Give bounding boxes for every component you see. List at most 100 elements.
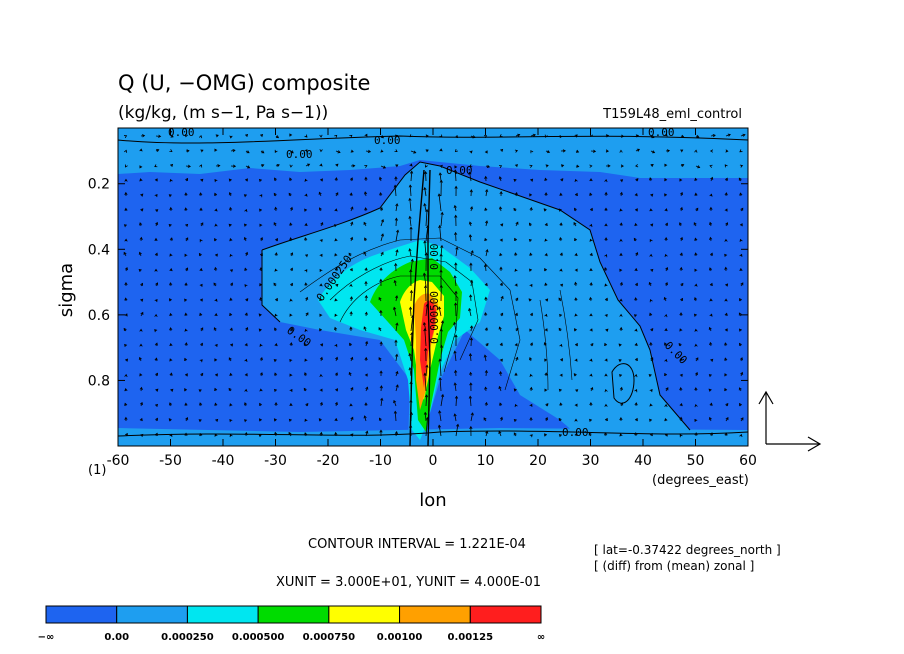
wind-vector-head [185,417,189,421]
wind-vector-head [739,164,744,168]
wind-vector-head [725,283,729,287]
wind-vector-head [574,328,577,332]
wind-vector-head [694,177,698,181]
x-tick-label: 50 [687,453,705,469]
wind-vector-head [604,358,608,362]
colorbar-swatch [469,605,542,624]
wind-vector-head [334,238,338,242]
wind-vector-head [709,164,713,168]
wind-vector-head [544,372,548,376]
wind-vector-head [246,150,250,154]
wind-vector-head [229,327,233,331]
wind-vector-head [334,298,338,302]
wind-vector-head [679,402,683,407]
wind-vector-head [529,193,533,197]
wind-vector-head [335,192,339,196]
wind-vector [454,205,457,212]
wind-vector-head [513,388,517,392]
wind-vector-head [694,387,698,391]
y-tick-label: 0.4 [88,242,110,258]
colorbar: −∞ 0.00 0.000250 0.000500 0.000750 0.00100 0.0… [38,605,545,643]
wind-vector-head [679,387,683,391]
wind-vector-head [532,133,536,137]
wind-vector-head [244,431,248,436]
wind-vector-head [694,252,698,256]
contour-interval-text: CONTOUR INTERVAL = 1.221E-04 [308,537,526,552]
wind-vector [409,307,412,317]
wind-vector-head [528,356,533,361]
wind-vector-head [423,186,427,191]
wind-vector-head [545,417,549,421]
wind-vector-head [696,134,700,138]
wind-vector-head [560,283,564,287]
wind-vector [440,345,443,362]
wind-vector-head [439,253,443,257]
wind-vector-head [335,163,339,167]
wind-vector-head [349,283,353,287]
wind-vector-head [365,340,369,345]
wind-vector-head [395,164,399,168]
wind-vector-head [337,150,341,154]
wind-vector-head [425,416,429,421]
wind-vector-head [259,343,263,347]
wind-vector-head [664,372,668,377]
wind-vector-head [619,191,623,196]
wind-vector-head [214,433,218,437]
wind-vector-head [500,223,504,227]
wind-vector-head [604,313,608,318]
wind-vector-head [484,386,488,390]
wind-vector-head [664,193,668,197]
wind-vector-head [334,134,338,138]
wind-vector-head [349,296,353,300]
wind-vector-head [350,206,354,210]
wind-vector-head [273,327,277,331]
wind-vector-head [500,148,504,152]
wind-vector-head [439,148,443,152]
wind-vector-head [453,204,457,209]
wind-vector-head [199,164,203,168]
wind-vector-head [154,237,158,241]
wind-vector-head [230,343,234,347]
wind-vector-head [393,399,397,404]
wind-vector-head [217,164,221,168]
colorbar-label: 0.00 [104,632,129,643]
wind-vector [425,304,428,317]
wind-vector-head [363,251,367,255]
x-tick-label: 60 [739,453,757,469]
wind-vector-head [185,237,189,241]
wind-vector-head [544,267,548,272]
wind-vector-head [304,222,308,227]
wind-vector-head [724,328,728,332]
wind-vector-head [244,267,248,271]
wind-vector-head [140,193,144,197]
wind-vector-head [679,266,683,271]
wind-vector-head [634,282,638,286]
wind-vector-head [230,282,234,286]
wind-vector-head [124,149,128,153]
wind-vector-head [154,432,158,436]
wind-vector-head [514,372,518,376]
wind-vector-head [454,165,458,169]
wind-vector-head [724,266,728,270]
wind-vector-head [664,163,668,167]
wind-vector-head [544,433,548,437]
wind-vector-head [259,283,263,287]
wind-vector-head [393,410,398,414]
wind-vector-head [604,237,608,241]
wind-vector-head [663,342,667,346]
wind-vector-head [472,135,476,139]
wind-vector-head [483,354,487,358]
wind-vector-head [380,397,384,401]
wind-vector-head [634,342,638,347]
wind-vector-head [124,373,128,378]
wind-vector-head [559,402,563,406]
wind-vector-head [229,269,234,273]
wind-vector-head [274,297,278,302]
wind-vector-head [410,332,414,336]
wind-vector-head [693,313,697,317]
wind-vector [484,264,487,272]
wind-vector-head [244,358,248,363]
wind-vector-head [694,328,698,332]
wind-vector-head [592,149,597,153]
wind-vector-head [529,268,533,272]
